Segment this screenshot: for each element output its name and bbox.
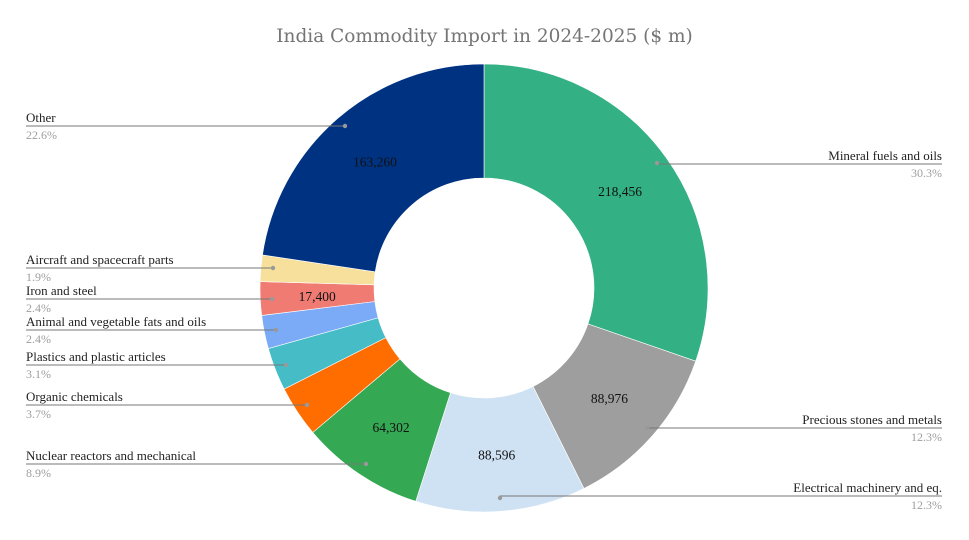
leader-line	[499, 495, 942, 498]
slice-percent-label: 12.3%	[911, 498, 942, 512]
slice-name-label: Electrical machinery and eq.	[793, 480, 942, 495]
slice-value-label: 64,302	[373, 420, 410, 435]
slice-percent-label: 30.3%	[911, 166, 942, 180]
leader-dot	[497, 495, 503, 501]
leader-dot	[283, 362, 289, 368]
slice-percent-label: 3.7%	[26, 407, 51, 421]
leader-dot	[363, 461, 369, 467]
slice-name-label: Other	[26, 110, 56, 125]
slice-name-label: Plastics and plastic articles	[26, 349, 166, 364]
slice-value-label: 218,456	[598, 184, 642, 199]
donut-slice	[483, 63, 709, 362]
slice-percent-label: 22.6%	[26, 128, 57, 142]
slice-name-label: Aircraft and spacecraft parts	[26, 252, 174, 267]
leader-line	[656, 163, 942, 165]
chart-title: India Commodity Import in 2024-2025 ($ m…	[276, 26, 693, 47]
slice-value-label: 17,400	[299, 289, 336, 304]
slice-name-label: Iron and steel	[26, 283, 97, 298]
slice-percent-label: 3.1%	[26, 367, 51, 381]
slice-name-label: Nuclear reactors and mechanical	[26, 448, 196, 463]
slice-name-label: Animal and vegetable fats and oils	[26, 314, 206, 329]
slice-percent-label: 1.9%	[26, 270, 51, 284]
slice-percent-label: 2.4%	[26, 301, 51, 315]
slice-percent-label: 12.3%	[911, 430, 942, 444]
leader-dot	[342, 123, 348, 129]
leader-dot	[304, 402, 310, 408]
slice-percent-label: 2.4%	[26, 332, 51, 346]
leader-dot	[644, 425, 650, 431]
slice-name-label: Precious stones and metals	[802, 412, 942, 427]
leader-dot	[273, 327, 279, 333]
slice-percent-label: 8.9%	[26, 466, 51, 480]
slice-value-label: 163,260	[353, 155, 397, 170]
slice-name-label: Mineral fuels and oils	[828, 148, 942, 163]
leader-dot	[269, 296, 275, 302]
leader-dot	[270, 265, 276, 271]
leader-dot	[654, 160, 660, 166]
slice-name-label: Organic chemicals	[26, 389, 123, 404]
slice-value-label: 88,976	[591, 391, 628, 406]
donut-slice	[262, 63, 485, 273]
slice-value-label: 88,596	[478, 448, 515, 463]
